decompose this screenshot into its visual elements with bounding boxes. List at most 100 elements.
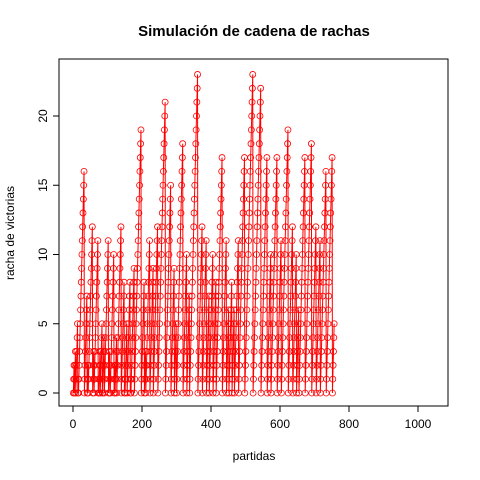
data-point [139,320,147,328]
data-point [146,237,153,245]
data-point [82,348,89,355]
data-point [130,278,138,286]
data-point [224,334,232,342]
data-point [194,389,202,397]
data-point [187,334,195,342]
data-point [172,334,180,342]
data-point [184,334,192,342]
data-point [189,251,197,258]
data-point [203,375,211,383]
data-point [261,223,269,231]
data-point [310,320,317,328]
data-point [140,292,148,300]
data-point [174,348,181,355]
data-point [185,320,192,328]
data-point [93,264,101,272]
data-point [131,389,138,397]
data-point [247,126,255,134]
data-point [159,181,167,189]
data-point [79,209,87,217]
data-point [309,361,316,369]
data-point [262,209,269,217]
data-point [211,320,219,328]
data-point [166,223,174,231]
data-point [205,389,213,397]
data-point [302,375,309,383]
data-point [277,237,285,245]
y-tick-label: 20 [36,109,50,123]
data-point [197,264,205,272]
data-point [330,334,338,342]
data-point [210,348,218,355]
data-point [200,320,208,328]
data-point [277,251,285,258]
data-point [147,348,155,355]
data-point [233,292,241,300]
data-point [284,126,292,134]
data-point [146,375,154,383]
data-point [117,237,125,245]
x-tick-label: 1000 [405,417,432,431]
data-point [198,223,206,231]
data-point [201,292,209,300]
data-point [312,223,320,231]
data-point [187,348,195,355]
data-point [288,251,296,258]
data-point [127,375,135,383]
data-point [311,264,319,272]
data-point [200,334,208,342]
data-point [222,237,230,245]
data-point [217,181,225,189]
data-point [174,334,182,342]
data-point [128,348,136,355]
data-point [145,264,153,272]
data-point [306,181,314,189]
data-point [94,251,101,258]
data-point [177,223,185,231]
data-point [134,264,141,272]
data-point [194,71,201,78]
data-point [280,278,288,286]
data-point [279,348,286,355]
data-point [243,320,250,328]
data-point [128,334,136,342]
data-point [73,348,81,355]
data-point [199,361,207,369]
data-point [276,264,284,272]
data-point [179,140,187,148]
data-point [273,154,281,161]
data-point [222,264,229,272]
data-point [164,306,171,314]
data-point [285,361,293,369]
data-point [206,348,214,355]
data-point [252,292,259,300]
data-point [265,334,273,342]
data-point [304,264,312,272]
data-point [116,264,124,272]
data-point [189,237,197,245]
data-point [110,251,118,258]
data-point [201,278,209,286]
data-point [250,375,257,383]
data-point [328,154,336,161]
data-point [126,292,133,300]
data-point [171,389,178,397]
data-point [194,375,202,383]
data-point [220,334,228,342]
data-point [171,375,179,383]
data-point [155,334,163,342]
data-point [202,264,209,272]
data-point [295,306,303,314]
data-point [138,361,146,369]
data-point [265,306,273,314]
data-point [123,389,131,397]
data-point [255,140,263,148]
data-point [171,361,179,369]
data-point [229,348,237,355]
data-point [203,389,210,397]
data-point [311,278,318,286]
data-point [175,306,182,314]
data-point [150,375,158,383]
data-point [204,320,212,328]
